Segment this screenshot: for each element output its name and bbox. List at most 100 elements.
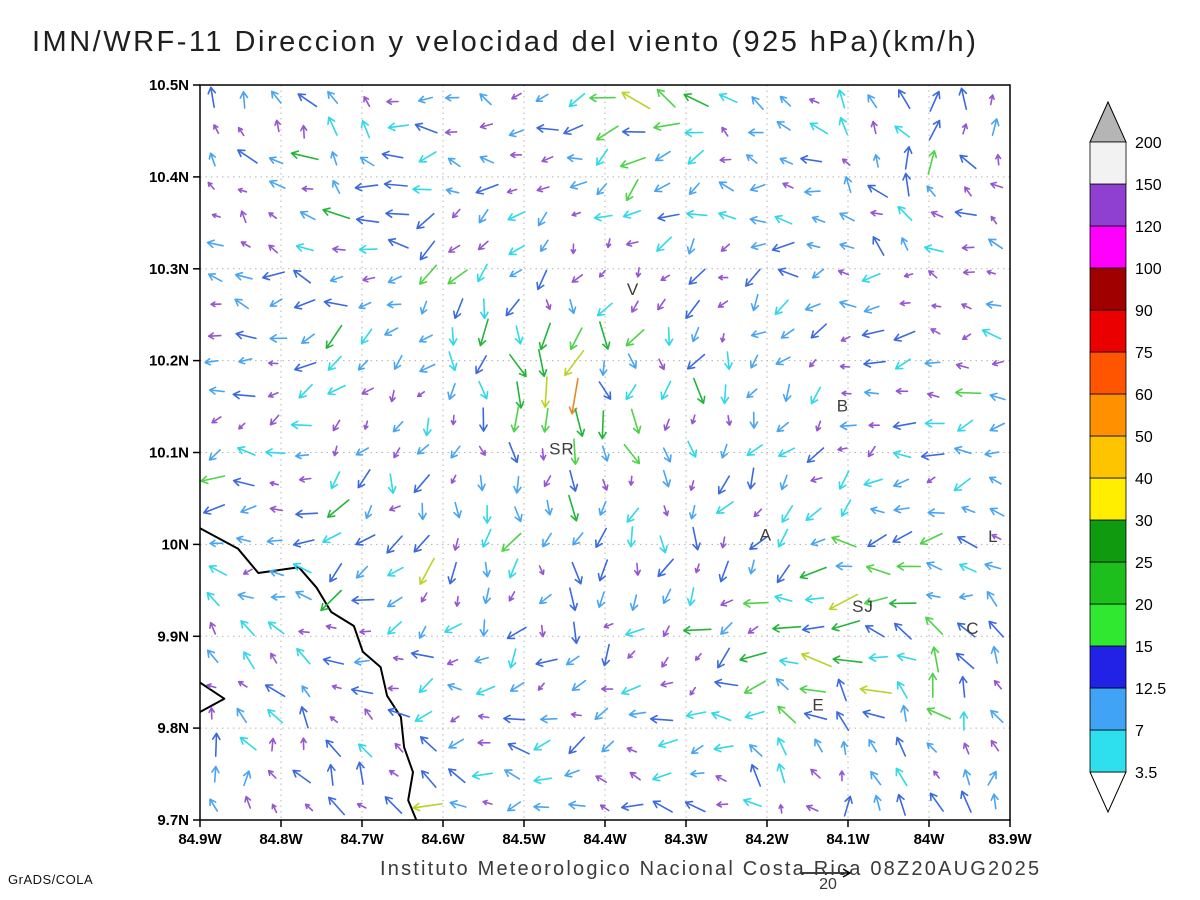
wind-arrow <box>720 384 730 405</box>
colorbar-label: 25 <box>1135 555 1153 572</box>
wind-arrow <box>657 212 680 222</box>
wind-arrow <box>780 328 795 339</box>
wind-arrow <box>482 799 493 806</box>
wind-arrow <box>477 474 486 492</box>
wind-arrow <box>420 592 428 603</box>
wind-arrow <box>919 532 943 546</box>
colorbar-label: 3.5 <box>1135 765 1157 782</box>
wind-arrow <box>539 624 546 638</box>
wind-arrow <box>330 471 341 490</box>
wind-arrow <box>508 591 516 602</box>
wind-arrow <box>718 274 729 281</box>
wind-arrow <box>715 775 727 782</box>
wind-arrow <box>986 590 998 607</box>
wind-arrow <box>959 592 973 601</box>
wind-arrow <box>300 737 307 751</box>
wind-arrow <box>393 447 401 459</box>
wind-arrow <box>570 438 580 465</box>
wind-arrow <box>448 351 458 372</box>
wind-arrow <box>991 533 1002 540</box>
wind-arrow <box>959 154 977 170</box>
wind-arrow <box>898 89 911 109</box>
wind-arrow <box>961 123 968 135</box>
wind-arrow <box>208 386 225 395</box>
wind-arrow <box>958 675 968 698</box>
wind-arrow <box>244 795 252 809</box>
wind-arrow <box>360 120 371 139</box>
wind-arrow <box>295 509 319 519</box>
wind-arrow <box>414 122 438 134</box>
wind-arrow <box>290 420 312 430</box>
wind-arrow <box>418 625 427 639</box>
wind-arrow <box>718 211 737 220</box>
wind-arrow <box>690 744 704 755</box>
wind-arrow <box>689 686 697 696</box>
wind-arrow <box>776 564 791 584</box>
wind-arrow <box>745 268 761 287</box>
wind-arrow <box>926 561 943 571</box>
wind-arrow <box>957 535 978 549</box>
wind-arrow <box>388 769 399 777</box>
colorbar-segment <box>1089 435 1127 479</box>
wind-arrow <box>478 208 489 224</box>
wind-arrow <box>477 739 491 747</box>
wind-arrow <box>571 561 583 585</box>
wind-arrow <box>924 418 945 428</box>
wind-arrow <box>690 414 696 425</box>
wind-arrow <box>242 770 252 787</box>
wind-arrow <box>478 445 486 456</box>
wind-arrow <box>776 763 786 784</box>
wind-arrow <box>720 333 726 343</box>
wind-arrow <box>509 269 523 278</box>
wind-arrow <box>203 504 226 515</box>
wind-arrow <box>691 326 700 343</box>
wind-arrow <box>479 122 494 130</box>
wind-arrow <box>657 558 674 578</box>
wind-arrow <box>664 327 674 347</box>
wind-arrow <box>986 269 996 275</box>
wind-arrow <box>995 153 1002 166</box>
wind-arrow <box>361 387 374 395</box>
wind-arrow <box>238 422 246 430</box>
wind-arrow <box>656 236 673 252</box>
wind-arrow <box>320 589 342 612</box>
y-tick-label: 10N <box>161 536 189 553</box>
wind-arrow <box>930 646 940 673</box>
wind-arrow <box>839 241 855 250</box>
wind-arrow <box>453 501 462 519</box>
coastline-peninsula <box>200 681 226 713</box>
wind-arrow <box>357 469 371 489</box>
wind-arrow <box>811 215 826 223</box>
wind-arrow <box>623 444 641 465</box>
wind-arrow <box>385 209 410 219</box>
wind-arrow <box>720 622 733 635</box>
wind-arrow <box>387 275 402 284</box>
wind-arrow <box>868 739 878 753</box>
map-layer <box>200 86 1006 820</box>
wind-arrow <box>689 504 697 520</box>
wind-arrow <box>355 534 376 546</box>
wind-arrow <box>928 119 941 141</box>
colorbar-segment <box>1089 393 1127 437</box>
wind-arrow <box>568 736 585 755</box>
wind-arrow <box>267 391 279 398</box>
wind-arrow <box>299 210 316 221</box>
wind-arrow <box>602 478 609 491</box>
wind-arrow <box>716 801 729 808</box>
wind-arrow <box>743 797 762 807</box>
station-label: E <box>812 696 824 715</box>
wind-arrow <box>296 647 311 665</box>
wind-arrow <box>928 672 938 698</box>
wind-arrow <box>543 475 552 488</box>
wind-arrow <box>964 186 972 197</box>
wind-arrow <box>208 707 215 720</box>
wind-arrow <box>621 127 646 137</box>
wind-arrow <box>749 411 759 429</box>
wind-arrow <box>447 561 457 585</box>
wind-arrow <box>412 185 432 194</box>
wind-arrow <box>862 709 885 719</box>
colorbar-segment <box>1089 225 1127 269</box>
wind-arrow <box>237 680 248 688</box>
wind-arrow <box>718 181 734 192</box>
wind-arrow <box>652 800 673 813</box>
